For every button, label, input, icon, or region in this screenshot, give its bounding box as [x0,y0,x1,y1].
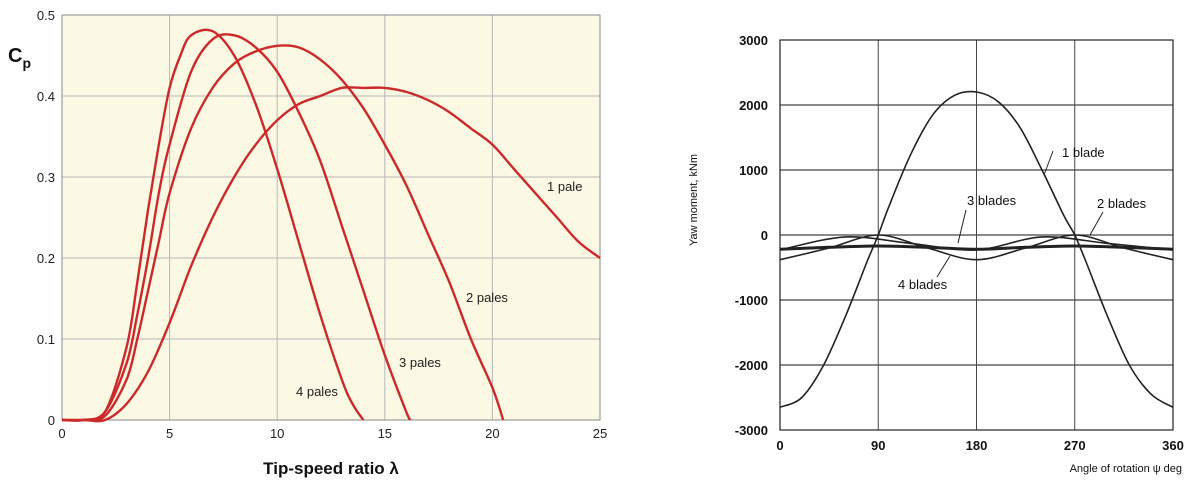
cp-tick-labels: 0 5 10 15 20 25 0 0.1 0.2 0.3 0.4 0.5 [37,8,607,441]
yaw-chart: 0 90 180 270 360 -3000 -2000 -1000 0 1000 2000 3000… [688,33,1184,475]
yaw-y-tick-label: -3000 [735,423,768,438]
yaw-tick-labels: 0 90 180 270 360 -3000 -2000 -1000 0 1000 2000 3000 [735,33,1184,453]
yaw-x-tick-label: 0 [776,438,783,453]
cp-x-tick-label: 25 [593,426,607,441]
cp-plot-frame [61,14,601,421]
yaw-y-tick-label: -1000 [735,293,768,308]
yaw-y-tick-label: 2000 [739,98,768,113]
cp-x-tick-label: 0 [58,426,65,441]
yaw-series-group [779,90,1174,409]
cp-chart: 0 5 10 15 20 25 0 0.1 0.2 0.3 0.4 0.5 Cp Tip-speed … [8,8,607,478]
cp-series-line-4 [61,28,365,422]
cp-series-group [61,28,601,423]
label-4-pales: 4 pales [296,384,338,399]
label-2-blades: 2 blades [1097,196,1147,211]
cp-y-tick-label: 0 [48,413,55,428]
cp-plot-area [62,15,600,420]
cp-y-tick-label: 0.4 [37,89,55,104]
yaw-x-tick-label: 360 [1162,438,1184,453]
cp-x-tick-label: 10 [270,426,284,441]
yaw-x-axis-label: Angle of rotation ψ deg [1070,463,1182,475]
label-1-pale: 1 pale [547,179,582,194]
yaw-series-line-1 [779,90,1174,409]
label-2-pales: 2 pales [466,290,508,305]
cp-x-axis-label: Tip-speed ratio λ [263,459,399,478]
yaw-y-tick-label: 1000 [739,163,768,178]
yaw-x-tick-label: 180 [966,438,988,453]
cp-series-line-1 [61,86,601,423]
yaw-series-line-4 [779,244,1174,251]
cp-y-tick-label: 0.3 [37,170,55,185]
yaw-y-axis-label: Yaw moment, kNm [688,154,700,246]
yaw-x-tick-label: 270 [1064,438,1086,453]
cp-x-tick-label: 20 [485,426,499,441]
yaw-y-tick-label: -2000 [735,358,768,373]
label-3-pales: 3 pales [399,355,441,370]
cp-series-line-2 [61,44,505,422]
cp-y-axis-label: Cp [8,45,31,71]
label-3-blades: 3 blades [967,193,1017,208]
cp-grid [62,15,600,420]
pointer-1-blade [1043,150,1054,176]
pointer-2-blades [1089,211,1104,236]
cp-x-tick-label: 5 [166,426,173,441]
yaw-y-tick-label: 3000 [739,33,768,48]
pointer-4-blades [936,255,951,278]
yaw-grid [780,40,1173,430]
cp-y-tick-label: 0.5 [37,8,55,23]
label-1-blade: 1 blade [1062,145,1105,160]
yaw-y-tick-label: 0 [761,228,768,243]
cp-x-tick-label: 15 [378,426,392,441]
cp-y-tick-label: 0.2 [37,251,55,266]
cp-series-line-3 [61,33,412,422]
yaw-x-tick-label: 90 [871,438,885,453]
label-4-blades: 4 blades [898,277,948,292]
cp-y-tick-label: 0.1 [37,332,55,347]
pointer-3-blades [957,209,967,244]
yaw-plot-frame [779,39,1174,431]
